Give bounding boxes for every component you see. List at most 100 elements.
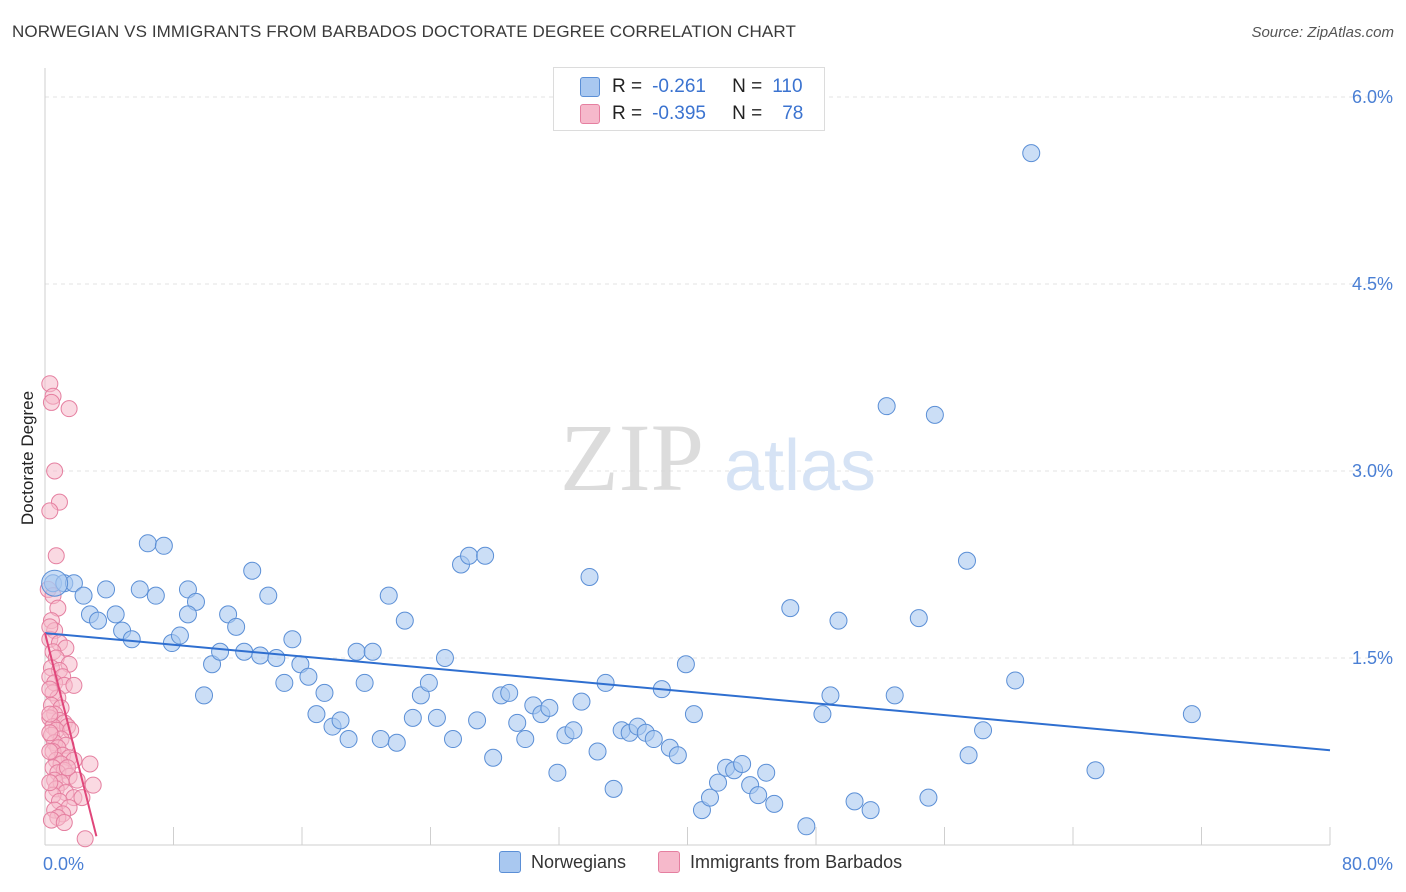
data-point-norwegians bbox=[331, 711, 350, 730]
legend-swatch-pink bbox=[658, 851, 681, 873]
data-point-barbados bbox=[47, 547, 65, 565]
data-point-norwegians bbox=[1182, 705, 1201, 724]
data-point-norwegians bbox=[460, 546, 479, 565]
data-point-norwegians bbox=[130, 580, 149, 599]
data-point-norwegians bbox=[468, 711, 487, 730]
data-point-norwegians bbox=[500, 683, 519, 702]
chart-title: NORWEGIAN VS IMMIGRANTS FROM BARBADOS DO… bbox=[12, 22, 796, 41]
data-point-norwegians bbox=[299, 667, 318, 686]
watermark: ZIP atlas bbox=[560, 404, 876, 511]
data-point-norwegians bbox=[146, 586, 165, 605]
data-point-norwegians bbox=[821, 686, 840, 705]
data-point-barbados bbox=[60, 400, 78, 418]
data-point-barbados bbox=[65, 676, 83, 694]
data-point-barbados bbox=[41, 774, 59, 792]
x-tick-label: 0.0% bbox=[43, 854, 84, 874]
data-point-norwegians bbox=[355, 673, 374, 692]
data-point-norwegians bbox=[138, 534, 157, 553]
data-point-norwegians bbox=[427, 708, 446, 727]
data-point-barbados bbox=[41, 724, 59, 742]
data-point-norwegians bbox=[564, 721, 583, 740]
data-point-norwegians bbox=[154, 536, 173, 555]
data-point-norwegians bbox=[315, 683, 334, 702]
data-point-norwegians bbox=[861, 801, 880, 820]
data-point-norwegians bbox=[347, 642, 366, 661]
data-point-barbados bbox=[42, 393, 60, 411]
data-point-norwegians bbox=[443, 730, 462, 749]
legend-n-label: N = bbox=[732, 76, 763, 97]
data-point-norwegians bbox=[419, 673, 438, 692]
legend-r-label: R = bbox=[612, 103, 643, 124]
legend-swatch-blue bbox=[580, 77, 600, 97]
data-point-norwegians bbox=[435, 649, 454, 667]
data-point-norwegians bbox=[363, 642, 382, 661]
data-point-barbados bbox=[58, 759, 76, 777]
data-point-norwegians bbox=[106, 605, 125, 624]
data-point-norwegians bbox=[387, 733, 406, 752]
data-point-norwegians bbox=[684, 705, 703, 724]
legend-r-value: -0.261 bbox=[652, 76, 706, 97]
data-point-norwegians bbox=[668, 746, 687, 765]
legend-swatch-pink bbox=[580, 104, 600, 124]
legend-swatch-blue bbox=[499, 851, 521, 873]
data-point-norwegians bbox=[1006, 671, 1025, 690]
data-point-barbados bbox=[84, 776, 102, 794]
data-point-norwegians bbox=[709, 773, 728, 792]
data-point-norwegians bbox=[733, 754, 752, 773]
data-point-norwegians bbox=[74, 586, 93, 605]
x-tick-label: 80.0% bbox=[1342, 854, 1393, 874]
data-point-norwegians bbox=[957, 551, 976, 570]
series-norwegians bbox=[41, 144, 1201, 836]
data-point-norwegians bbox=[644, 730, 663, 749]
data-point-norwegians bbox=[211, 642, 230, 661]
stats-legend: R = -0.261 N = 110 R = -0.395 N = 78 bbox=[553, 67, 825, 131]
data-point-norwegians bbox=[251, 646, 270, 665]
data-point-norwegians bbox=[925, 405, 944, 424]
data-point-norwegians bbox=[195, 686, 214, 705]
data-point-norwegians bbox=[845, 792, 864, 811]
trend-line-norwegians bbox=[44, 632, 1331, 752]
series-legend: Norwegians Immigrants from Barbados bbox=[499, 851, 934, 873]
y-tick-label: 4.5% bbox=[1352, 274, 1393, 294]
data-point-norwegians bbox=[484, 748, 503, 767]
data-point-norwegians bbox=[403, 708, 422, 727]
trend-line-barbados bbox=[44, 632, 98, 837]
data-point-norwegians bbox=[959, 746, 978, 765]
legend-n-value: 78 bbox=[782, 103, 804, 124]
legend-label-barbados: Immigrants from Barbados bbox=[690, 851, 903, 872]
data-point-barbados bbox=[41, 618, 59, 636]
data-point-norwegians bbox=[122, 630, 141, 649]
data-point-norwegians bbox=[813, 705, 832, 724]
tick-labels: 1.5% 3.0% 4.5% 6.0% 0.0% 80.0% bbox=[43, 87, 1393, 874]
data-point-norwegians bbox=[516, 730, 535, 749]
trend-lines bbox=[44, 632, 1331, 837]
data-point-norwegians bbox=[829, 611, 848, 630]
data-point-norwegians bbox=[227, 617, 246, 636]
data-point-norwegians bbox=[395, 611, 414, 630]
data-point-barbados bbox=[55, 814, 73, 832]
y-tick-label: 3.0% bbox=[1352, 461, 1393, 481]
data-point-barbados bbox=[76, 830, 94, 848]
legend-label-norwegians: Norwegians bbox=[531, 851, 627, 872]
data-point-norwegians bbox=[283, 630, 302, 649]
data-point-norwegians bbox=[243, 561, 262, 580]
legend-item-barbados[interactable]: Immigrants from Barbados bbox=[658, 851, 902, 873]
data-point-norwegians bbox=[267, 649, 286, 667]
legend-row-barbados: R = -0.395 N = 78 bbox=[580, 102, 803, 126]
series-immigrants-barbados bbox=[39, 375, 102, 848]
legend-row-norwegians: R = -0.261 N = 110 bbox=[580, 75, 803, 99]
data-point-norwegians bbox=[700, 788, 719, 807]
data-point-barbados bbox=[41, 680, 59, 698]
y-axis-label: Doctorate Degree bbox=[18, 391, 37, 525]
data-point-norwegians bbox=[604, 779, 623, 798]
data-point-norwegians bbox=[548, 763, 567, 782]
watermark-atlas: atlas bbox=[724, 426, 876, 506]
data-point-norwegians bbox=[919, 788, 938, 807]
data-point-norwegians bbox=[275, 673, 294, 692]
data-point-norwegians bbox=[572, 692, 591, 711]
legend-item-norwegians[interactable]: Norwegians bbox=[499, 851, 626, 873]
data-point-norwegians bbox=[371, 730, 390, 749]
data-point-norwegians bbox=[178, 605, 197, 624]
watermark-zip: ZIP bbox=[560, 404, 704, 511]
